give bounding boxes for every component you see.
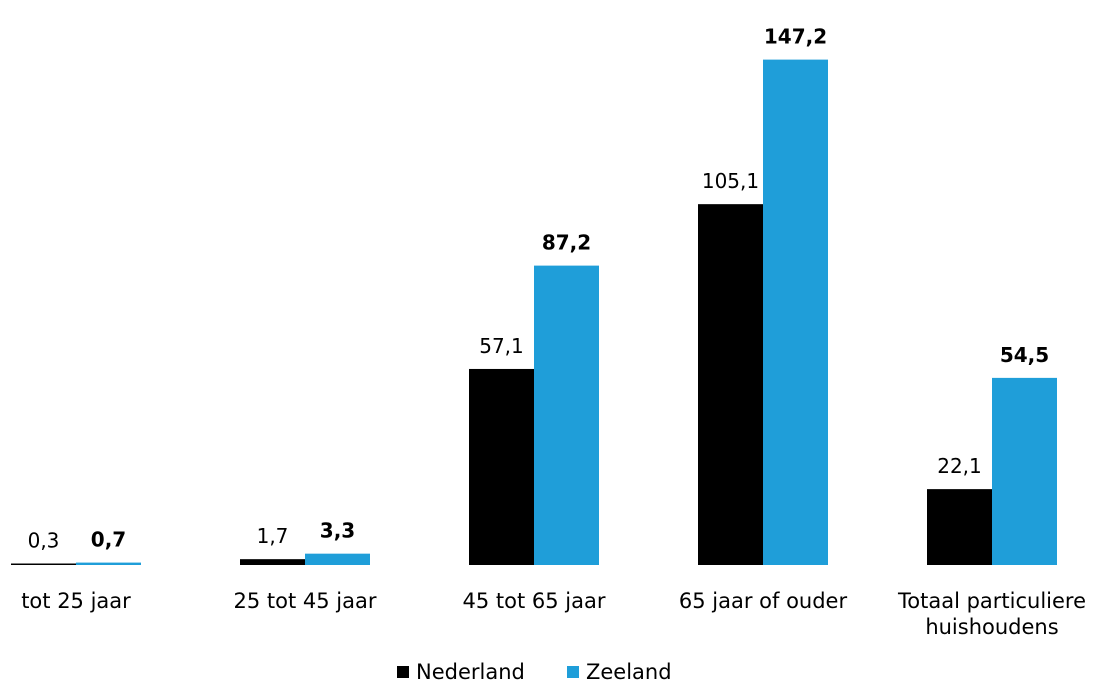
bars: [11, 59, 1057, 565]
data-label-nederland-2: 57,1: [479, 334, 524, 358]
data-label-nederland-0: 0,3: [28, 529, 60, 553]
bar-zeeland-1: [305, 553, 370, 565]
bar-nederland-2: [469, 368, 534, 565]
legend-swatch-zeeland: [567, 666, 579, 678]
legend: Nederland Zeeland: [397, 660, 672, 684]
data-label-zeeland-2: 87,2: [542, 231, 591, 255]
bar-zeeland-4: [992, 377, 1057, 565]
data-label-zeeland-1: 3,3: [320, 519, 355, 543]
category-label-3: 65 jaar of ouder: [679, 589, 848, 613]
bar-zeeland-0: [76, 562, 141, 565]
bar-nederland-0: [11, 563, 76, 565]
data-label-nederland-4: 22,1: [937, 454, 982, 478]
category-label-1: 25 tot 45 jaar: [234, 589, 377, 613]
category-labels: tot 25 jaar 25 tot 45 jaar 45 tot 65 jaar 6…: [21, 589, 1086, 639]
category-label-2: 45 tot 65 jaar: [463, 589, 606, 613]
data-label-zeeland-4: 54,5: [1000, 343, 1049, 367]
bar-nederland-1: [240, 559, 305, 565]
data-label-nederland-3: 105,1: [702, 169, 759, 193]
data-labels: 0,3 0,7 1,7 3,3 57,1 87,2 105,1 147,2 22,1 54,5: [28, 25, 1050, 553]
data-label-nederland-1: 1,7: [257, 524, 289, 548]
data-label-zeeland-0: 0,7: [91, 528, 126, 552]
legend-label-zeeland: Zeeland: [586, 660, 672, 684]
bar-zeeland-2: [534, 265, 599, 565]
legend-swatch-nederland: [397, 666, 409, 678]
category-label-4: Totaal particuliere huishoudens: [897, 589, 1086, 639]
bar-nederland-3: [698, 204, 763, 565]
legend-label-nederland: Nederland: [416, 660, 525, 684]
bar-zeeland-3: [763, 59, 828, 565]
bar-nederland-4: [927, 489, 992, 565]
data-label-zeeland-3: 147,2: [764, 25, 827, 49]
category-label-0: tot 25 jaar: [21, 589, 131, 613]
